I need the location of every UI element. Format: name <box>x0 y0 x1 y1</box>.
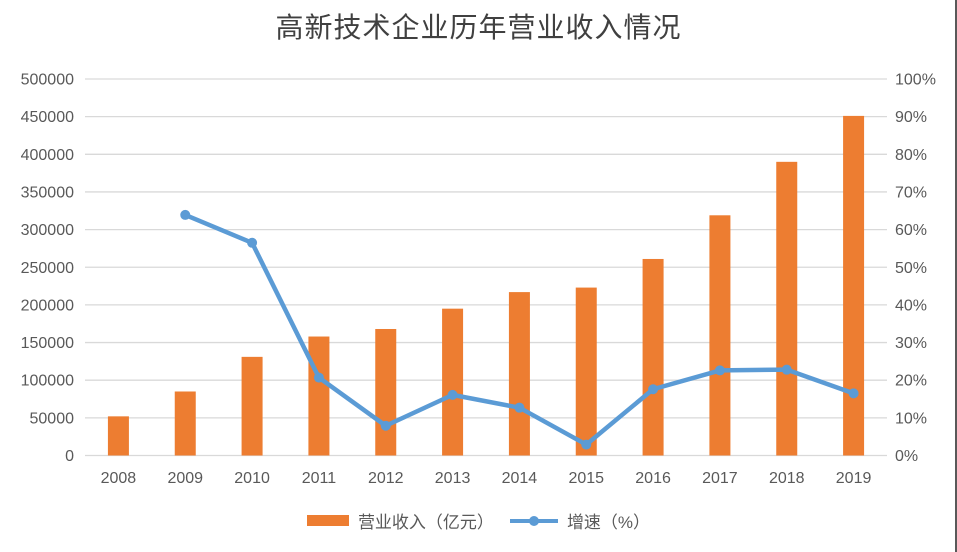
growth-marker[interactable] <box>581 439 592 450</box>
growth-marker[interactable] <box>313 372 324 383</box>
revenue-bar[interactable] <box>642 258 664 456</box>
x-axis-label: 2018 <box>769 470 805 487</box>
y-axis-left-tick-label: 150000 <box>21 335 74 352</box>
legend-item-growth[interactable]: 增速（%） <box>509 508 651 533</box>
revenue-bar[interactable] <box>843 115 865 456</box>
y-axis-left-tick-label: 100000 <box>21 373 74 390</box>
x-axis-label: 2017 <box>702 470 738 487</box>
y-axis-right-tick-label: 0% <box>895 448 918 465</box>
y-axis-left-tick-label: 250000 <box>21 260 74 277</box>
revenue-bar[interactable] <box>575 287 597 456</box>
x-axis-label: 2008 <box>101 470 137 487</box>
legend-label-growth: 增速（%） <box>566 513 651 532</box>
line-swatch-icon <box>509 515 558 527</box>
y-axis-right-tick-label: 10% <box>895 410 927 427</box>
x-axis-label: 2011 <box>302 470 337 487</box>
chart-title: 高新技术企业历年营业收入情况 <box>275 11 682 44</box>
line-swatch-dot <box>528 515 539 526</box>
sheet-right-border <box>955 0 957 552</box>
x-axis-label: 2012 <box>368 470 404 487</box>
growth-marker[interactable] <box>781 364 792 375</box>
y-axis-right-tick-label: 80% <box>895 147 927 164</box>
y-axis-left-tick-label: 450000 <box>21 109 74 126</box>
growth-marker[interactable] <box>180 209 191 220</box>
y-axis-left-tick-label: 500000 <box>21 72 74 89</box>
legend: 营业收入（亿元） 增速（%） <box>0 508 957 533</box>
y-axis-left-tick-label: 50000 <box>30 410 75 427</box>
revenue-bar[interactable] <box>442 308 464 456</box>
x-axis-label: 2014 <box>502 470 538 487</box>
y-axis-left-tick-label: 300000 <box>21 222 74 239</box>
bar-swatch-icon <box>306 515 349 526</box>
revenue-bar[interactable] <box>709 215 731 456</box>
x-axis-label: 2019 <box>836 470 872 487</box>
growth-marker[interactable] <box>380 420 391 431</box>
x-axis-label: 2009 <box>167 470 203 487</box>
revenue-bar[interactable] <box>508 292 530 456</box>
growth-marker[interactable] <box>714 365 725 376</box>
revenue-bar[interactable] <box>308 336 330 456</box>
y-axis-right-tick-label: 30% <box>895 335 927 352</box>
y-axis-right-tick-label: 40% <box>895 297 927 314</box>
growth-marker[interactable] <box>447 389 458 400</box>
revenue-bar[interactable] <box>241 356 263 456</box>
y-axis-left-tick-label: 0 <box>65 448 74 465</box>
x-axis-label: 2015 <box>568 470 604 487</box>
growth-marker[interactable] <box>848 388 859 399</box>
revenue-bar[interactable] <box>107 416 129 456</box>
revenue-bar[interactable] <box>174 391 196 456</box>
revenue-bar[interactable] <box>776 161 798 456</box>
y-axis-right-tick-label: 100% <box>895 72 936 89</box>
y-axis-right-tick-label: 20% <box>895 373 927 390</box>
y-axis-left-tick-label: 350000 <box>21 184 74 201</box>
legend-label-revenue: 营业收入（亿元） <box>357 513 494 532</box>
revenue-bar[interactable] <box>375 328 397 456</box>
y-axis-right-tick-label: 50% <box>895 260 927 277</box>
y-axis-right-tick-label: 60% <box>895 222 927 239</box>
y-axis-right-tick-label: 70% <box>895 184 927 201</box>
growth-marker[interactable] <box>514 402 525 413</box>
y-axis-left-tick-label: 200000 <box>21 297 74 314</box>
y-axis-left-tick-label: 400000 <box>21 147 74 164</box>
x-axis-label: 2016 <box>635 470 671 487</box>
growth-marker[interactable] <box>247 237 258 248</box>
x-axis-label: 2013 <box>435 470 471 487</box>
growth-marker[interactable] <box>648 384 659 395</box>
legend-item-revenue[interactable]: 营业收入（亿元） <box>306 508 494 533</box>
y-axis-right-tick-label: 90% <box>895 109 927 126</box>
x-axis-label: 2010 <box>234 470 270 487</box>
